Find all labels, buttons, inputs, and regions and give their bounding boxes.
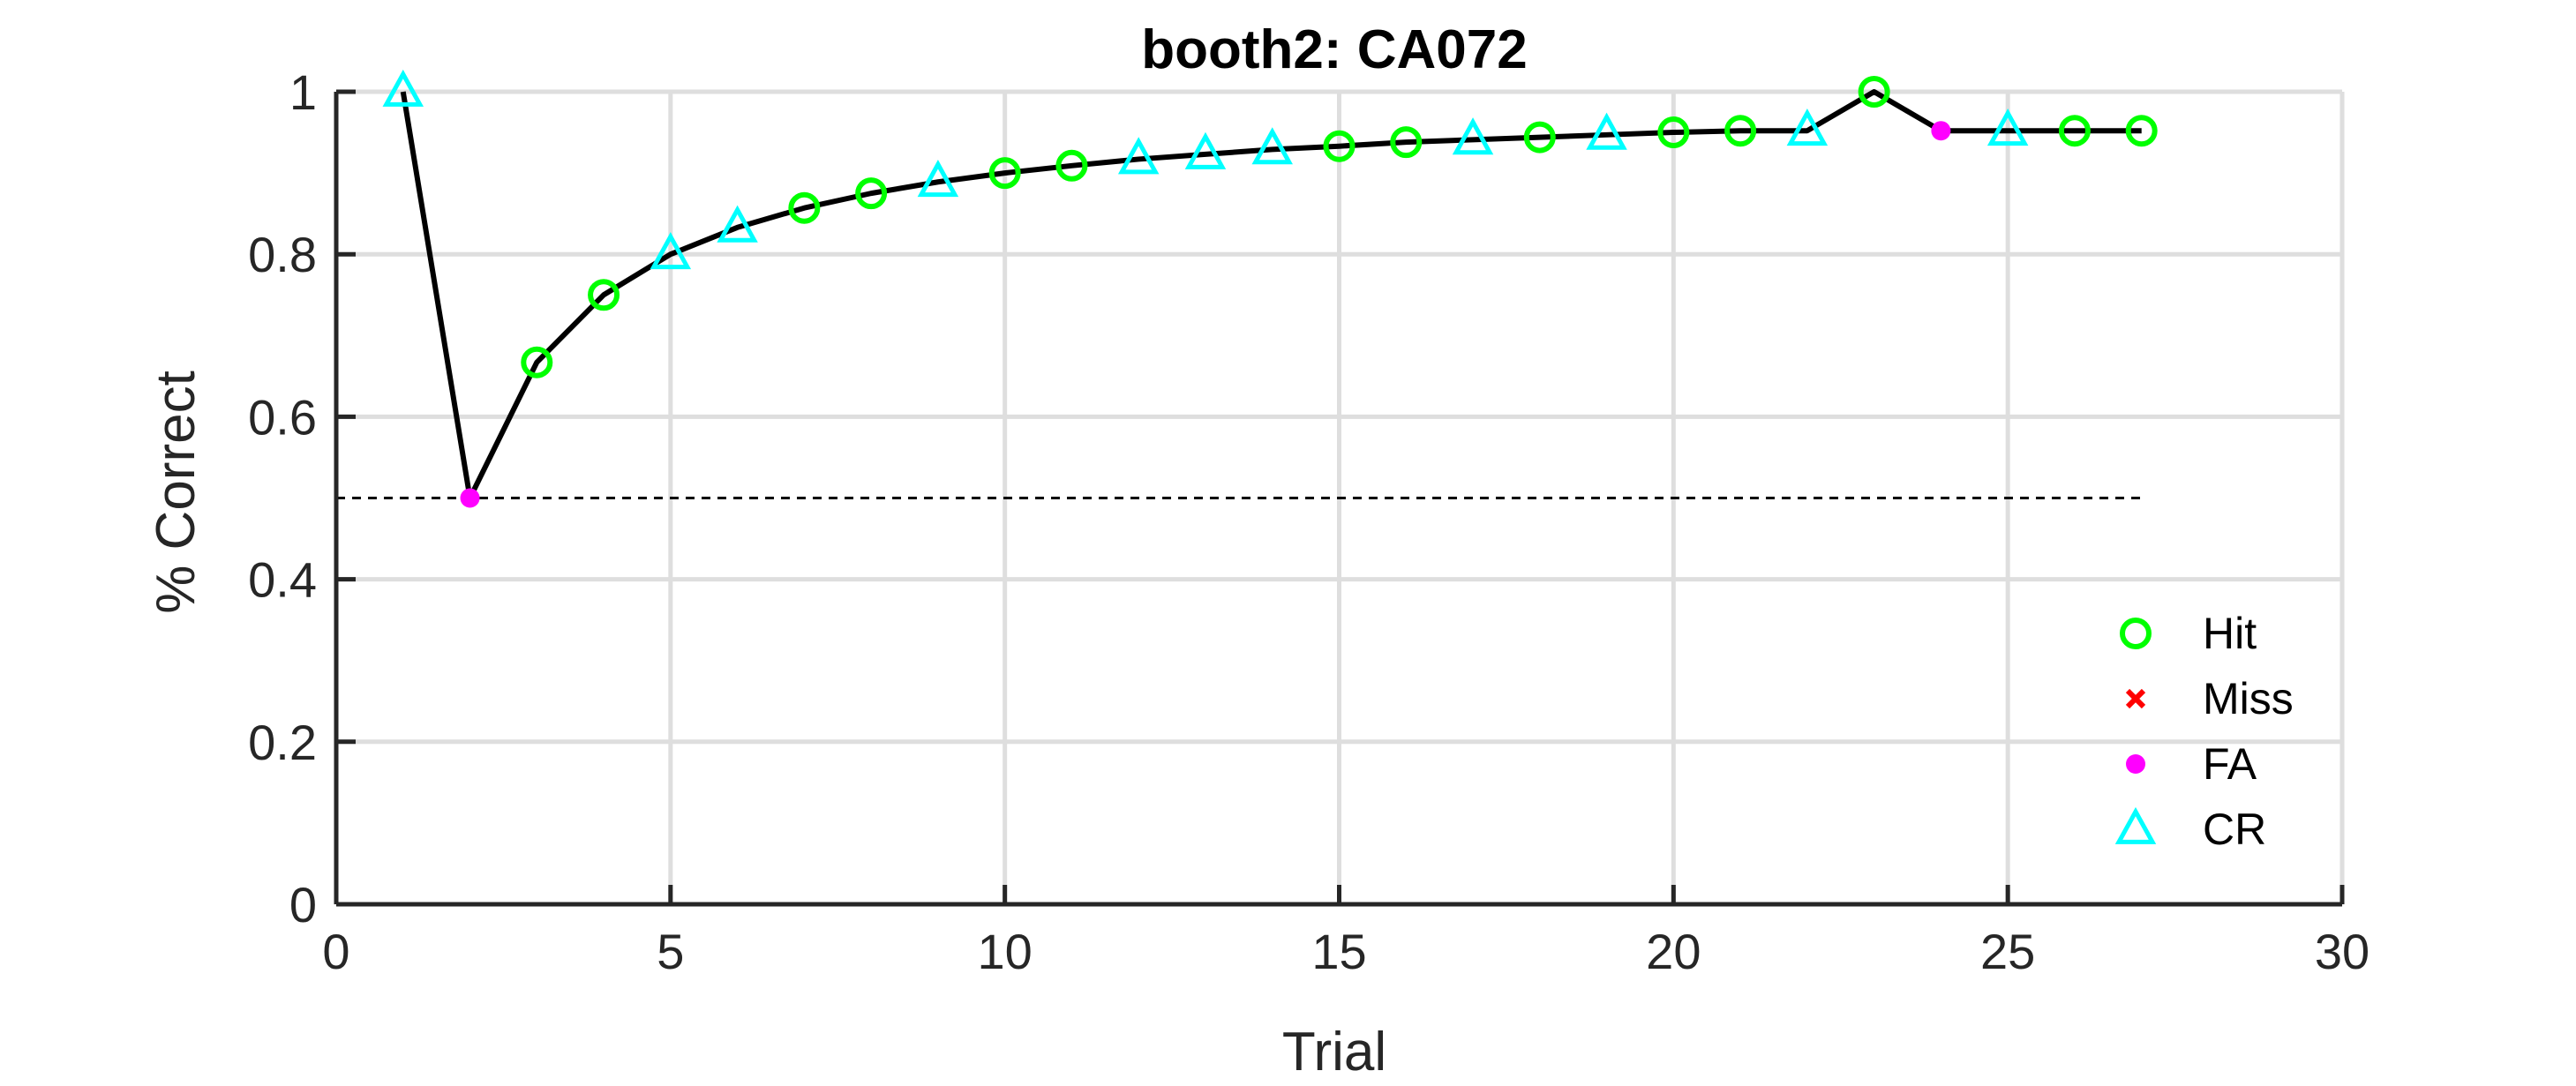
data-point-fa (1931, 121, 1951, 141)
x-tick-label: 5 (657, 924, 684, 979)
data-point-hit (855, 177, 888, 210)
x-tick-label: 15 (1311, 924, 1366, 979)
legend-item-hit: Hit (2120, 609, 2257, 658)
data-point-hit (988, 157, 1021, 190)
data-point-hit (1523, 121, 1556, 154)
data-point-cr (1586, 112, 1627, 150)
data-point-hit (1390, 126, 1423, 159)
y-tick-label: 0.4 (248, 552, 317, 608)
data-point-fa (460, 488, 480, 508)
legend-item-fa: FA (2126, 739, 2257, 789)
data-point-hit (521, 346, 553, 378)
data-point-hit (1657, 116, 1690, 149)
legend-item-miss: Miss (2125, 674, 2294, 723)
x-tick-label: 10 (978, 924, 1033, 979)
x-tick-label: 0 (322, 924, 349, 979)
y-tick-label: 0 (289, 877, 317, 932)
series-line (400, 89, 2142, 501)
x-tick-label: 30 (2315, 924, 2369, 979)
y-axis-label: % Correct (146, 371, 207, 614)
legend-label: Miss (2203, 674, 2294, 723)
data-point-hit (2058, 115, 2091, 147)
data-point-cr (1452, 117, 1494, 155)
data-point-hit (588, 279, 620, 311)
data-point-hit (788, 191, 821, 224)
x-axis-label: Trial (1282, 1022, 1386, 1082)
legend: Hit Miss FA CR (2114, 609, 2294, 854)
data-point-cr (1117, 137, 1160, 175)
data-point-cr (382, 69, 424, 107)
series-group (400, 89, 2142, 501)
y-tick-label: 0.2 (248, 715, 317, 770)
data-point-cr (1786, 109, 1829, 146)
data-point-hit (2125, 115, 2158, 147)
chart-title: booth2: CA072 (1141, 19, 1527, 80)
data-point-hit (1724, 115, 1757, 147)
data-point-cr (650, 232, 692, 270)
data-point-cr (717, 205, 758, 243)
x-stroke (2125, 688, 2146, 709)
legend-item-cr: CR (2114, 805, 2266, 854)
data-point-cr (1986, 109, 2029, 146)
data-point-hit (1323, 130, 1356, 162)
axes (334, 89, 2345, 907)
y-tick-label: 0.8 (248, 227, 317, 282)
legend-marker-miss (2125, 688, 2146, 709)
tick-labels: 0 5 10 15 20 25 30 0 0.2 0.4 0.6 0.8 1 (248, 64, 2369, 979)
data-point-cr (1251, 127, 1293, 165)
data-point-hit (1858, 76, 1890, 108)
data-point-cr (1184, 131, 1227, 169)
legend-marker-cr (2114, 806, 2157, 844)
legend-label: CR (2203, 805, 2266, 854)
legend-label: Hit (2203, 609, 2257, 658)
x-tick-label: 25 (1980, 924, 2035, 979)
data-point-hit (1055, 149, 1088, 182)
x-tick-label: 20 (1646, 924, 1701, 979)
markers-group (382, 69, 2158, 508)
legend-label: FA (2203, 739, 2257, 789)
legend-marker-hit (2120, 618, 2152, 649)
legend-marker-fa (2126, 754, 2145, 774)
data-point-cr (917, 160, 959, 198)
y-tick-label: 0.6 (248, 389, 317, 445)
y-tick-label: 1 (289, 64, 317, 120)
